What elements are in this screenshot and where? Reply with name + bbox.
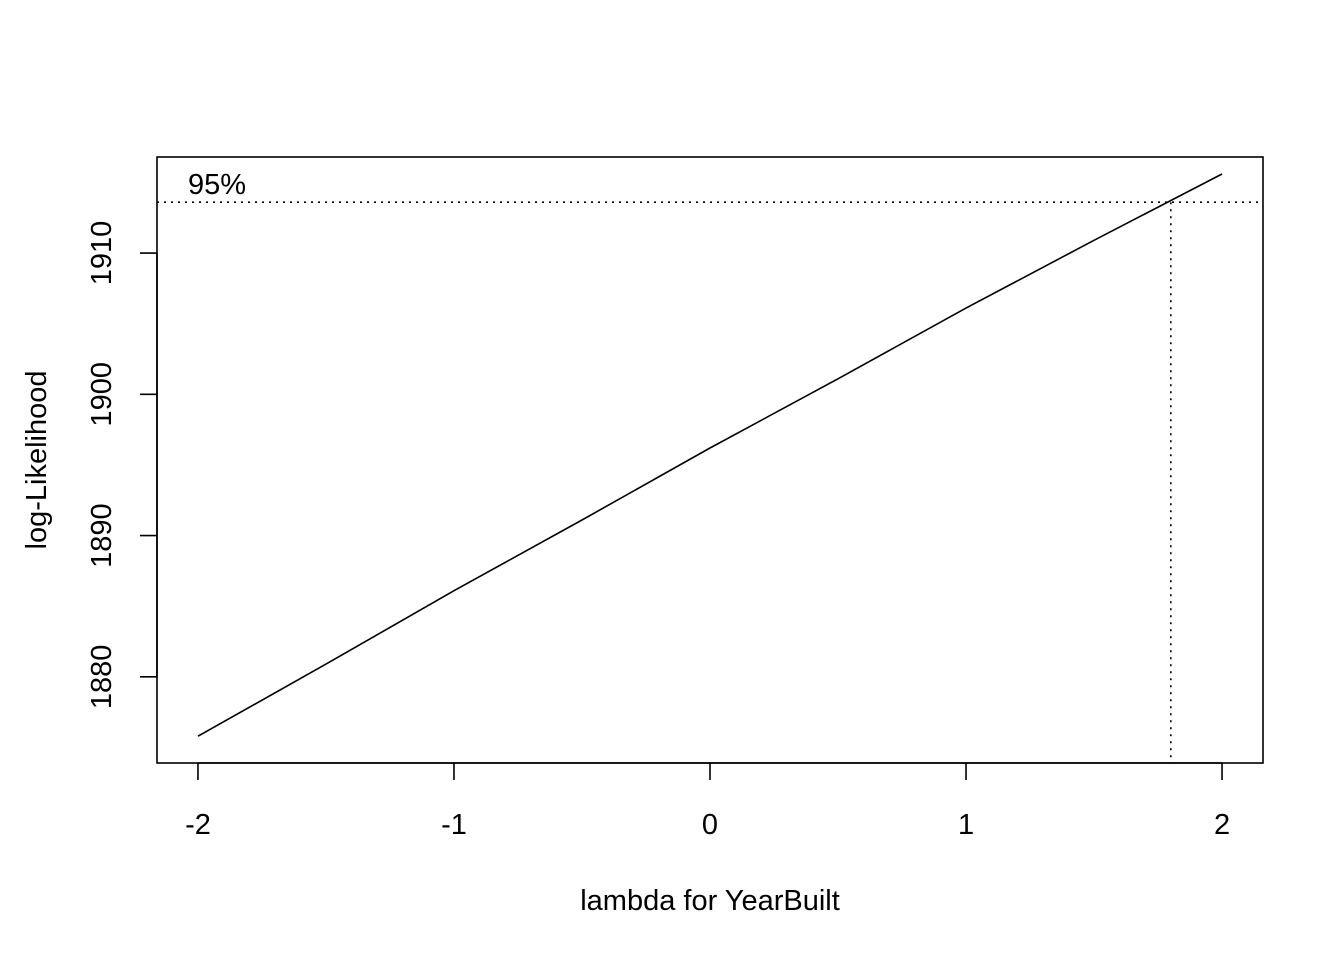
x-tick-label: 1 [958,809,974,841]
x-tick-label: -2 [185,809,211,841]
plot-frame [156,156,1264,764]
x-tick-label: 2 [1214,809,1230,841]
y-axis: 1880 1890 1900 1910 [86,221,158,710]
plot-area: 95% [157,169,1263,763]
ci-threshold-label: 95% [188,169,246,201]
y-axis-label: log-Likelihood [21,371,53,550]
y-tick-label: 1910 [86,221,118,286]
x-axis-label: lambda for YearBuilt [580,885,840,917]
y-tick-label: 1890 [86,503,118,568]
x-tick-label: -1 [441,809,467,841]
x-tick-label: 0 [702,809,718,841]
y-tick-label: 1880 [86,645,118,710]
y-tick-label: 1900 [86,362,118,427]
log-likelihood-line [197,173,1223,737]
x-axis: -2 -1 0 1 2 [185,762,1230,841]
